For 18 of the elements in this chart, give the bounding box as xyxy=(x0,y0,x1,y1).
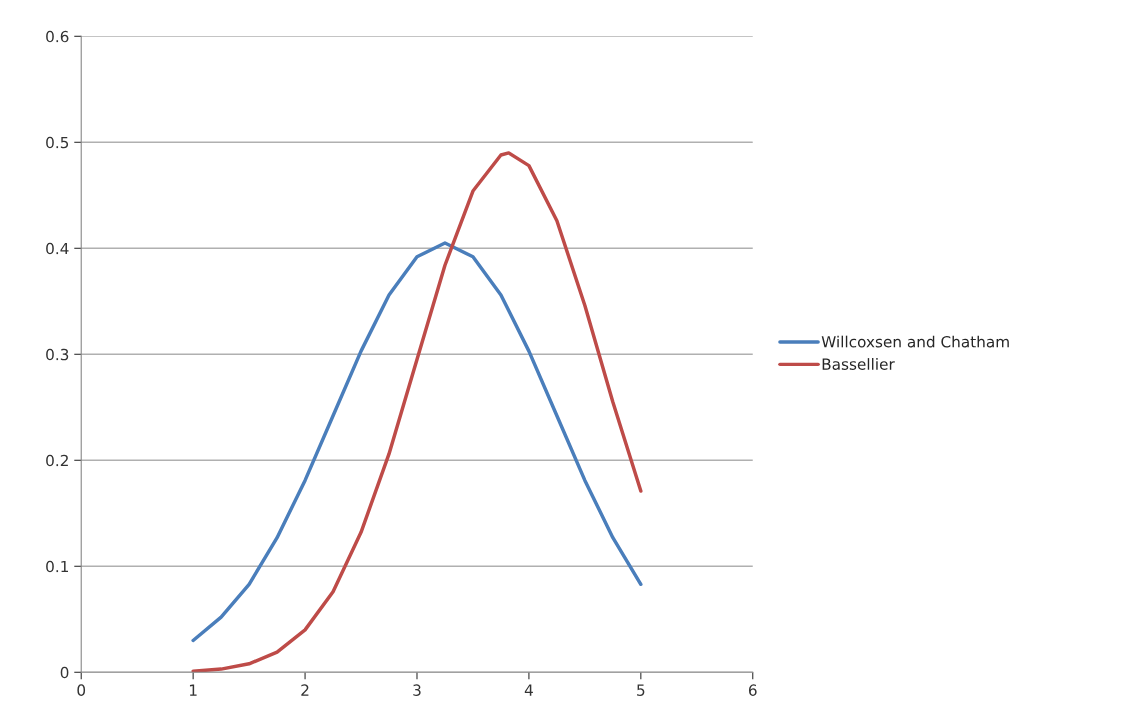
x-tick-label: 3 xyxy=(413,684,421,696)
line-series xyxy=(191,241,643,643)
x-tick-label: 6 xyxy=(748,684,757,696)
x-tick-label: 2 xyxy=(301,684,309,696)
line-series xyxy=(191,151,643,673)
y-tick-label: 0.3 xyxy=(46,348,69,361)
y-tick-label: 0.2 xyxy=(46,454,68,467)
y-tick-label: 0.1 xyxy=(46,560,69,573)
y-tick-label: 0 xyxy=(60,666,69,679)
x-tick-label: 5 xyxy=(637,684,645,696)
y-tick-label: 0.5 xyxy=(46,136,69,149)
x-tick-label: 0 xyxy=(77,684,86,696)
x-tick-label: 1 xyxy=(189,684,197,696)
y-tick-label: 0.6 xyxy=(46,30,69,43)
y-tick-label: 0.4 xyxy=(46,242,69,255)
legend-label: Bassellier xyxy=(822,358,895,370)
legend-label: Willcoxsen and Chatham xyxy=(821,335,1009,348)
x-tick-label: 4 xyxy=(524,684,533,696)
